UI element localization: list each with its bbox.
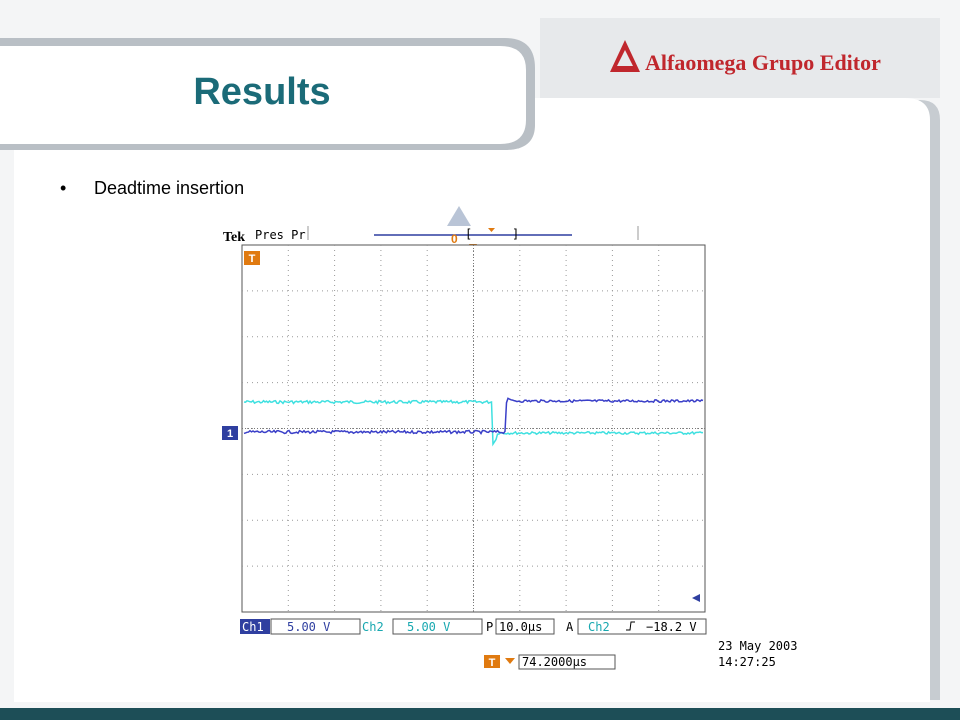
trigger-marker-box (244, 251, 260, 265)
zero-marker: 0 (451, 232, 458, 246)
trig-pos-marker: T (489, 657, 496, 669)
footer-bar (0, 708, 960, 720)
level-marker (692, 594, 700, 602)
trig-level: −18.2 V (646, 620, 697, 634)
trace-ch2 (243, 399, 703, 447)
trigger-shape (447, 206, 471, 226)
logo-band (540, 18, 940, 98)
field (495, 618, 555, 635)
bullet-dot: • (60, 178, 66, 198)
ch2-scale: 5.00 V (407, 620, 450, 634)
field (392, 618, 483, 635)
logo-icon (610, 40, 640, 72)
trig-position: 74.2000µs (522, 655, 587, 669)
grid (242, 245, 705, 612)
ch1-marker: 1 (227, 428, 233, 440)
p-label: P (486, 620, 493, 634)
trigger-marker: T (249, 253, 256, 265)
scope-mode: Pres Pr (255, 228, 306, 242)
a-label: A (566, 620, 574, 634)
publisher: Alfaomega Grupo Editor (645, 50, 881, 75)
ch1-scale: 5.00 V (287, 620, 330, 634)
ch2-label: Ch2 (362, 620, 384, 634)
view-marker (488, 228, 495, 232)
date: 23 May 2003 (718, 639, 797, 653)
bullet-text: Deadtime insertion (94, 178, 244, 198)
title: Results (193, 71, 330, 113)
trace-ch1 (243, 397, 704, 435)
ch1-label: Ch1 (242, 620, 264, 634)
trig-pos-box (484, 655, 500, 668)
ch1-marker-box (222, 426, 238, 440)
time: 14:27:25 (718, 655, 776, 669)
ch1-box (240, 619, 270, 634)
trig-source: Ch2 (588, 620, 610, 634)
slope-icon (626, 621, 635, 631)
bracket: [ (465, 227, 472, 241)
field (270, 618, 361, 635)
bracket: ] (512, 227, 519, 241)
timebase: 10.0µs (499, 620, 542, 634)
scope-brand: Tek (223, 230, 245, 245)
field (577, 618, 707, 635)
title-tab (0, 46, 526, 144)
trig-pos-arrow (505, 658, 515, 664)
field (518, 654, 616, 670)
